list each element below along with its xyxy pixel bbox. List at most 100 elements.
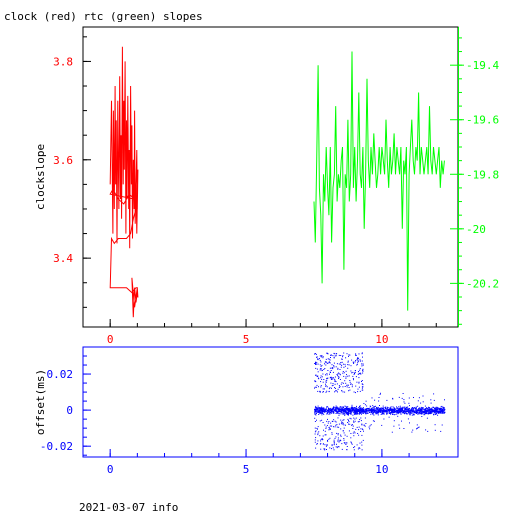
offset-point [321, 438, 323, 439]
offset-point [405, 412, 407, 414]
offset-point [391, 411, 393, 413]
offset-point [428, 410, 430, 412]
offset-point [337, 410, 339, 412]
offset-point [372, 409, 374, 411]
offset-point [392, 410, 394, 412]
offset-point [342, 406, 344, 408]
offset-point [406, 413, 408, 415]
offset-point [363, 410, 365, 411]
offset-point [320, 375, 322, 377]
offset-point [409, 405, 410, 407]
offset-point [408, 410, 410, 412]
offset-point [321, 412, 323, 414]
offset-point [428, 406, 429, 408]
offset-point [351, 404, 353, 406]
offset-point [362, 356, 363, 358]
offset-point [337, 391, 338, 393]
offset-point [334, 353, 336, 355]
offset-point [347, 414, 349, 416]
offset-point [320, 355, 322, 357]
offset-point [328, 426, 330, 428]
offset-point [322, 391, 324, 392]
offset-point [319, 407, 321, 409]
offset-point [358, 386, 360, 388]
offset-point [342, 423, 344, 425]
offset-point [343, 432, 345, 434]
offset-point [374, 399, 376, 401]
offset-point [433, 409, 435, 411]
offset-point [328, 408, 329, 410]
offset-point [411, 410, 413, 412]
offset-point [318, 431, 320, 433]
offset-point [437, 414, 439, 416]
offset-point [333, 410, 335, 412]
offset-point [425, 407, 427, 409]
offset-point [354, 409, 356, 411]
offset-point [383, 407, 385, 409]
offset-point [350, 383, 352, 385]
offset-point [392, 408, 394, 410]
offset-point [405, 409, 407, 411]
offset-point [344, 414, 346, 416]
offset-point [314, 380, 316, 382]
offset-point [433, 393, 435, 395]
offset-point [401, 408, 403, 409]
offset-point [356, 413, 358, 415]
offset-point [407, 410, 409, 412]
offset-point [414, 407, 416, 408]
offset-point [396, 410, 398, 412]
offset-point [317, 434, 319, 436]
offset-point [368, 411, 370, 413]
offset-point [414, 408, 416, 410]
offset-point [345, 377, 347, 379]
offset-point [362, 408, 363, 410]
offset-point [416, 428, 417, 430]
offset-point [318, 409, 320, 411]
offset-point [434, 412, 436, 414]
offset-point [339, 440, 341, 442]
offset-point [372, 411, 374, 413]
offset-point [333, 441, 335, 443]
offset-point [360, 360, 361, 362]
offset-point [328, 409, 330, 411]
offset-point [357, 409, 359, 411]
offset-point [335, 412, 337, 414]
offset-point [361, 411, 363, 413]
offset-point [340, 409, 342, 411]
offset-point [350, 437, 352, 439]
offset-point [315, 408, 317, 410]
offset-point [420, 410, 422, 412]
offset-point [325, 383, 326, 385]
offset-point [339, 406, 341, 408]
offset-point [386, 406, 388, 408]
offset-point [350, 411, 352, 413]
offset-point [423, 414, 425, 416]
offset-point [400, 413, 402, 415]
offset-point [376, 410, 378, 412]
offset-point [344, 363, 346, 365]
offset-point [372, 405, 374, 407]
offset-point [377, 410, 379, 412]
offset-point [345, 382, 347, 384]
offset-point [419, 409, 421, 411]
offset-point [324, 410, 326, 412]
offset-point [333, 407, 334, 409]
offset-point [442, 409, 444, 411]
offset-point [427, 413, 429, 415]
offset-point [325, 445, 327, 447]
offset-point [330, 422, 332, 424]
offset-point [320, 385, 322, 387]
offset-point [335, 410, 337, 412]
offset-point [326, 413, 328, 415]
offset-point [347, 361, 349, 363]
offset-point [440, 406, 442, 408]
offset-point [342, 371, 344, 372]
offset-point [317, 405, 319, 407]
offset-point [324, 411, 326, 413]
offset-point [317, 363, 319, 365]
offset-point [382, 413, 383, 415]
offset-point [355, 353, 357, 355]
offset-point [437, 407, 438, 409]
offset-point [339, 373, 341, 375]
